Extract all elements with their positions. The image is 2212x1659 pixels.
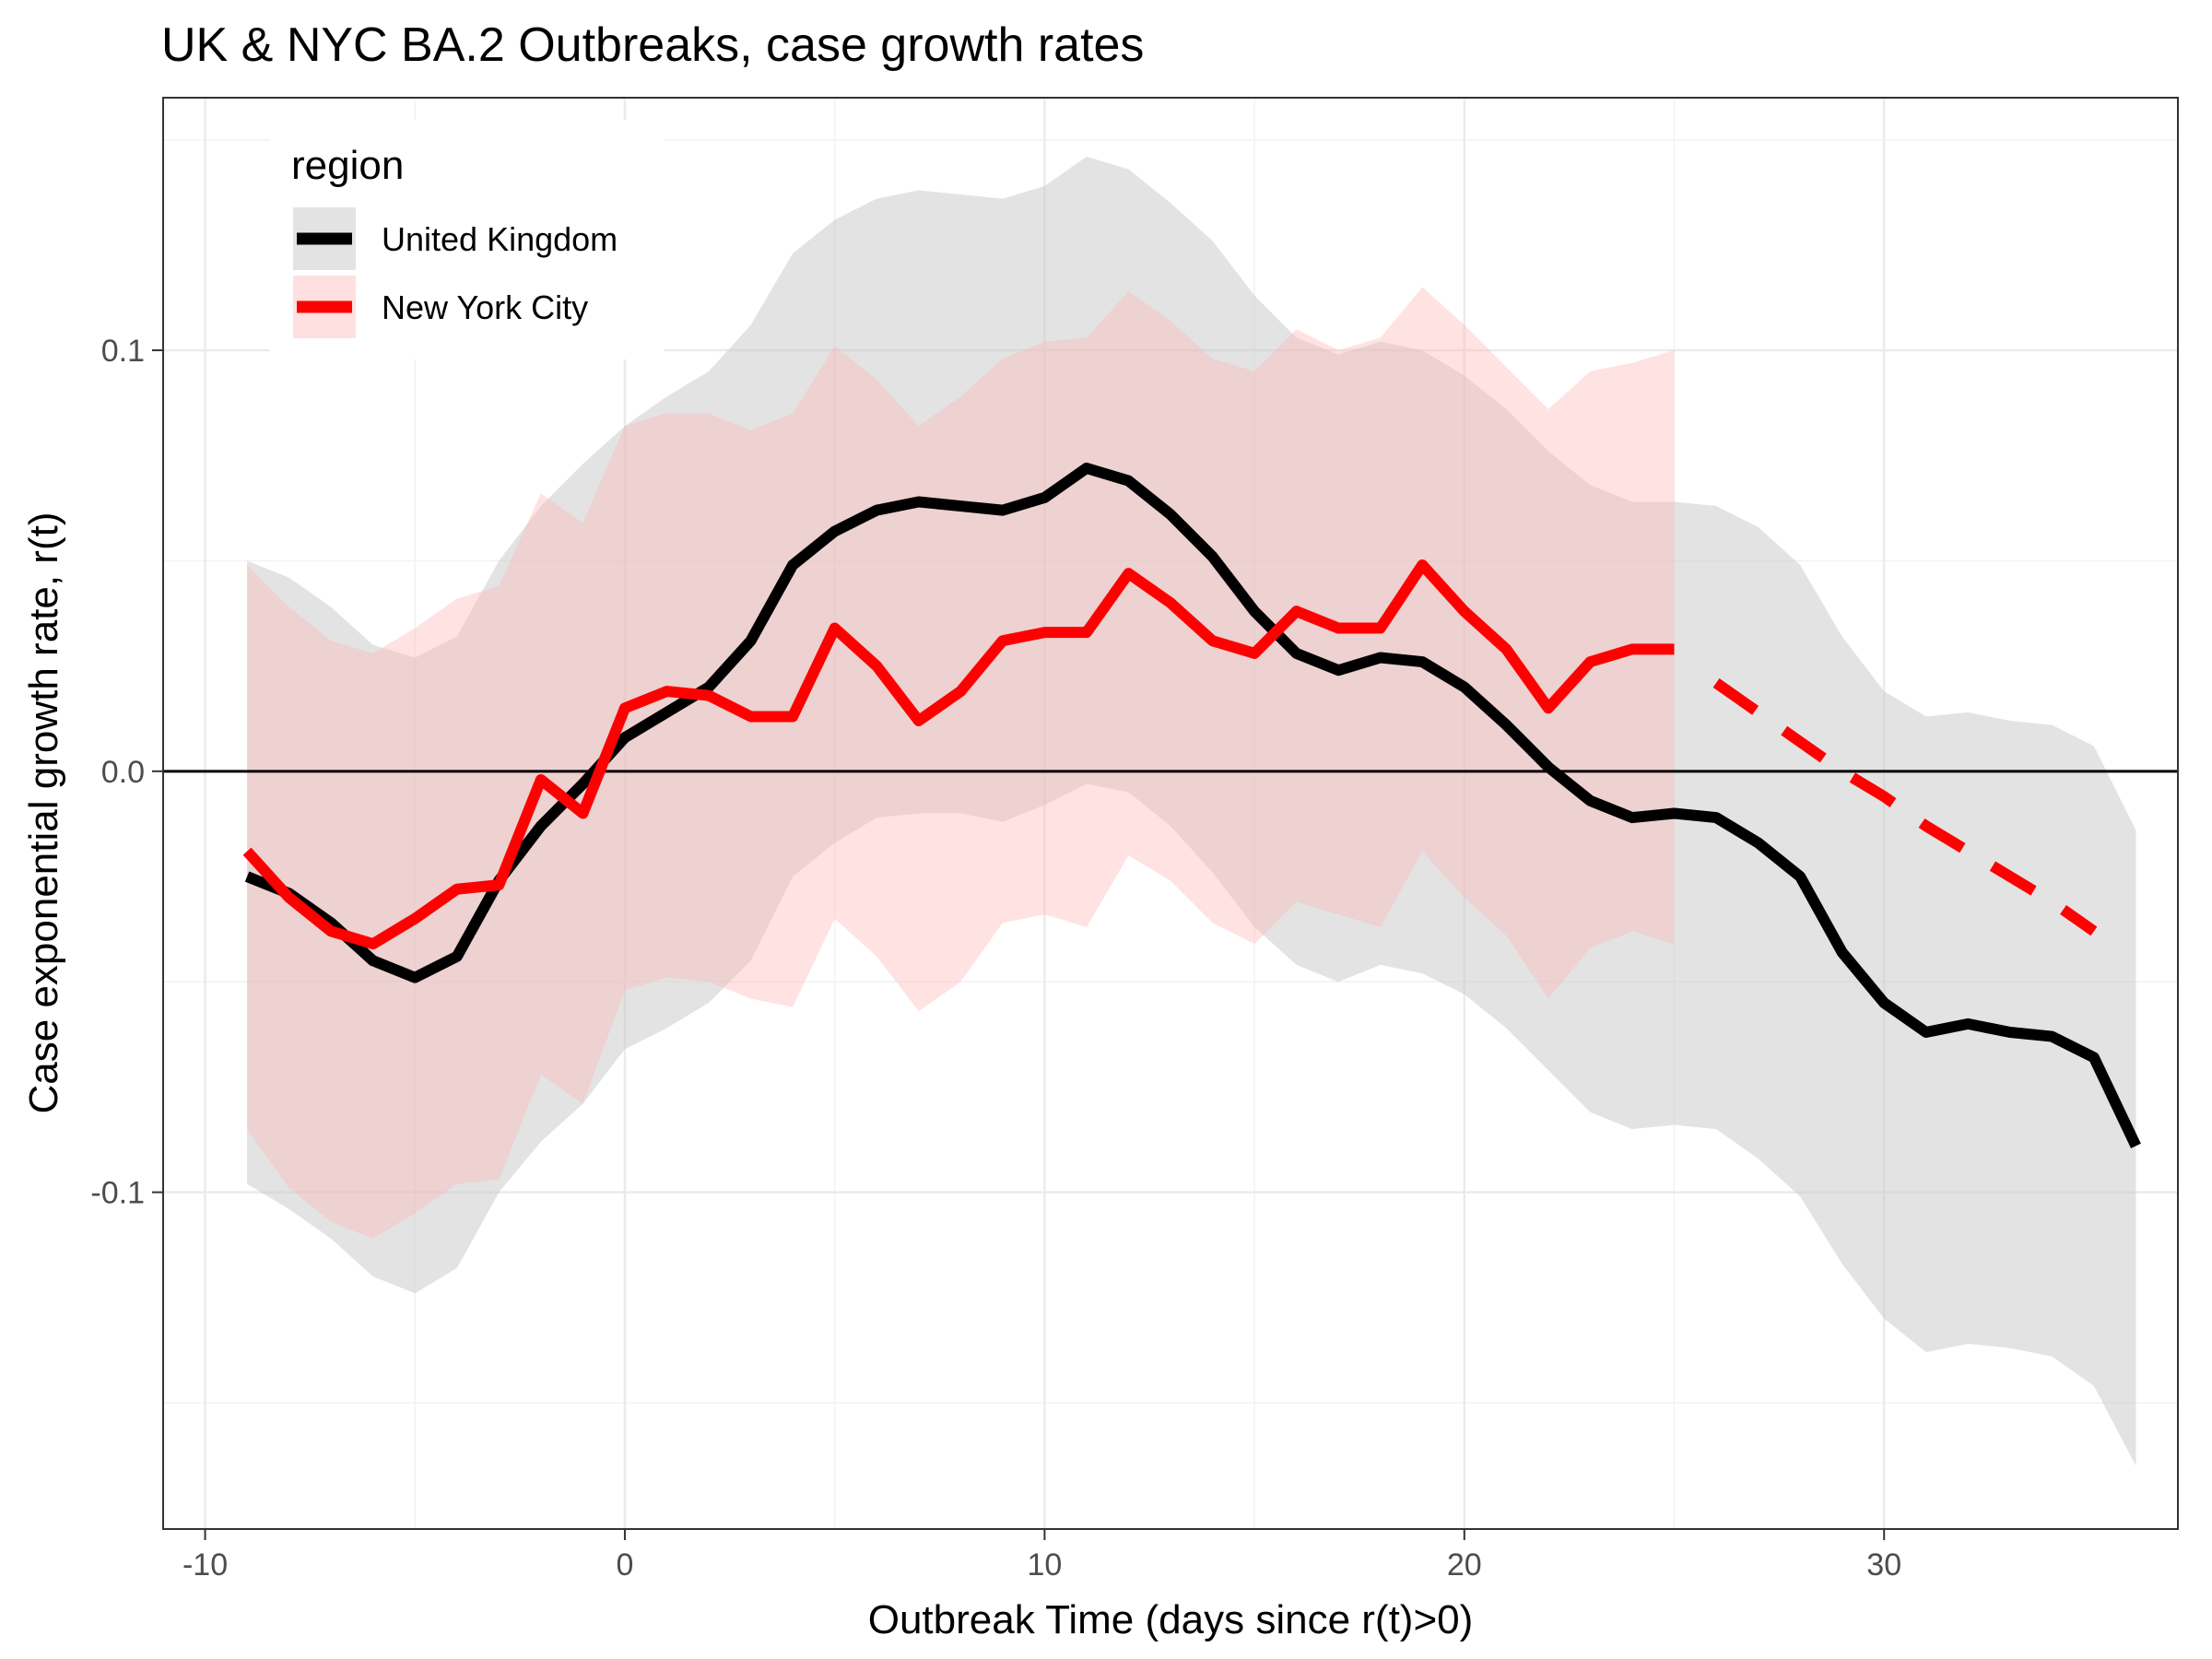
x-tick-label: 20 [1447,1547,1482,1583]
y-tick-label: -0.1 [90,1176,145,1211]
x-tick-label: 30 [1866,1547,1901,1583]
chart-title: UK & NYC BA.2 Outbreaks, case growth rat… [161,18,1144,72]
legend-label-nyc: New York City [382,288,588,326]
series-lines [242,462,2141,1148]
nyc-confidence-band [247,287,1675,1239]
nyc-projection-dashed-line [1712,677,2098,936]
uk-series-line [244,462,2141,1148]
y-axis-ticks: -0.1 0.0 0.1 [90,334,163,1211]
x-tick-label: -10 [182,1547,228,1583]
x-tick-label: 0 [616,1547,633,1583]
x-axis-ticks: -10 0 10 20 30 [182,1529,1901,1583]
y-tick-label: 0.1 [101,334,145,369]
legend: region United Kingdom New York City [270,120,665,359]
nyc-series-line [242,559,1675,950]
plot-panel-border [162,97,2179,1530]
confidence-bands [247,156,2136,1466]
y-tick-label: 0.0 [101,755,145,790]
uk-confidence-band [247,156,2136,1466]
legend-title: region [291,143,404,188]
legend-label-uk: United Kingdom [382,220,618,258]
x-axis-title: Outbreak Time (days since r(t)>0) [868,1597,1474,1642]
x-tick-label: 10 [1027,1547,1062,1583]
y-axis-title: Case exponential growth rate, r(t) [21,512,66,1114]
